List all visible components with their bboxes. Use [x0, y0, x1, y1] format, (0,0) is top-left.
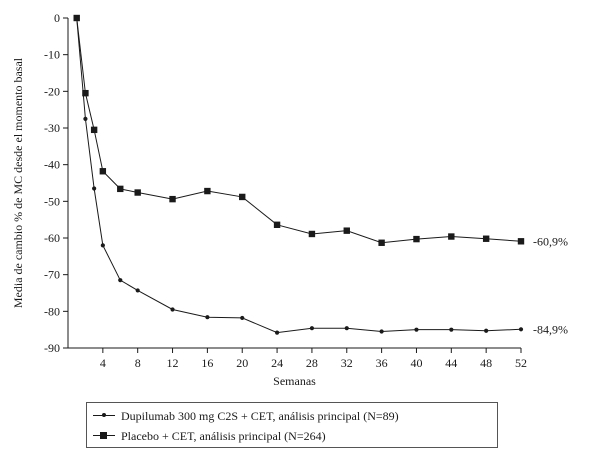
y-tick-label: -60: [44, 231, 60, 245]
y-axis-title: Media de cambio % de MC desde el momento…: [11, 57, 25, 308]
data-point-square: [90, 126, 98, 134]
y-tick-label: -20: [44, 84, 60, 98]
series-line: [76, 17, 522, 244]
data-point-dot: [240, 315, 245, 321]
x-tick-label: 16: [201, 356, 213, 370]
y-tick-label: -40: [44, 158, 60, 172]
data-point-square: [82, 89, 89, 97]
data-point-dot: [170, 307, 175, 312]
data-point-square: [448, 233, 455, 240]
data-point-dot: [518, 327, 524, 332]
legend-label-placebo: Placebo + CET, análisis principal (N=264…: [121, 428, 326, 443]
x-tick-label: 36: [376, 356, 388, 370]
data-point-dot: [309, 326, 315, 331]
legend-label-dupilumab: Dupilumab 300 mg C2S + CET, análisis pri…: [121, 408, 399, 423]
x-tick-label: 4: [100, 356, 106, 370]
data-point-dot: [484, 328, 489, 333]
legend-square-marker-icon: [93, 426, 115, 446]
data-point-square: [343, 227, 350, 234]
data-point-dot: [92, 186, 97, 191]
data-point-square: [204, 187, 211, 195]
data-point-dot: [100, 243, 105, 248]
y-tick-label: -70: [44, 268, 60, 282]
data-point-square: [308, 230, 316, 238]
data-point-square: [378, 239, 385, 246]
x-axis-title: Semanas: [273, 374, 316, 388]
y-tick-label: -30: [44, 121, 60, 135]
y-axis-ticks: 0 -10 -20 -30 -40 -50 -60 -70 -80 -90: [44, 11, 68, 355]
series-dupilumab: -84,9%: [74, 15, 568, 336]
y-tick-label: -50: [44, 194, 60, 208]
data-point-dot: [274, 330, 280, 335]
x-tick-label: 40: [410, 356, 422, 370]
data-point-square: [99, 168, 107, 175]
series-end-label: -84,9%: [533, 322, 568, 336]
data-point-dot: [118, 278, 123, 283]
data-point-dot: [379, 329, 384, 334]
legend-item-placebo: Placebo + CET, análisis principal (N=264…: [93, 426, 326, 446]
series-placebo: -60,9%: [73, 14, 568, 248]
x-tick-label: 12: [167, 356, 179, 370]
x-tick-label: 24: [271, 356, 283, 370]
y-tick-label: -90: [44, 341, 60, 355]
y-tick-label: -10: [44, 48, 60, 62]
y-tick-label: -80: [44, 304, 60, 318]
data-point-dot: [344, 326, 349, 331]
data-point-square: [117, 185, 124, 193]
y-tick-label: 0: [54, 11, 60, 25]
data-point-square: [73, 14, 80, 22]
x-tick-label: 28: [306, 356, 318, 370]
legend: Dupilumab 300 mg C2S + CET, análisis pri…: [86, 402, 498, 448]
x-tick-label: 8: [135, 356, 141, 370]
x-tick-label: 48: [480, 356, 492, 370]
x-tick-label: 32: [341, 356, 353, 370]
data-point-square: [482, 235, 490, 242]
series-end-label: -60,9%: [533, 234, 568, 248]
data-point-dot: [449, 327, 454, 332]
data-point-square: [413, 235, 420, 243]
legend-dot-marker-icon: [93, 406, 115, 426]
data-point-square: [169, 195, 176, 203]
series-layer: -84,9% -60,9%: [73, 14, 568, 336]
series-line: [76, 17, 522, 334]
x-tick-label: 20: [236, 356, 248, 370]
chart: 0-10-20-30-40-50-60-70-80-90 4 8 12 16 20 24 2…: [11, 11, 568, 388]
data-point-dot: [83, 116, 88, 121]
data-point-dot: [414, 327, 419, 332]
x-tick-label: 52: [515, 356, 527, 370]
data-point-square: [273, 221, 281, 228]
data-point-square: [239, 193, 246, 201]
data-point-dot: [205, 315, 210, 320]
x-axis-ticks: 4 8 12 16 20 24 28 32 36 40 44 48 52: [100, 348, 527, 370]
data-point-square: [517, 238, 525, 245]
data-point-square: [134, 189, 141, 196]
x-tick-label: 44: [445, 356, 457, 370]
legend-item-dupilumab: Dupilumab 300 mg C2S + CET, análisis pri…: [93, 406, 399, 426]
data-point-dot: [135, 288, 140, 293]
